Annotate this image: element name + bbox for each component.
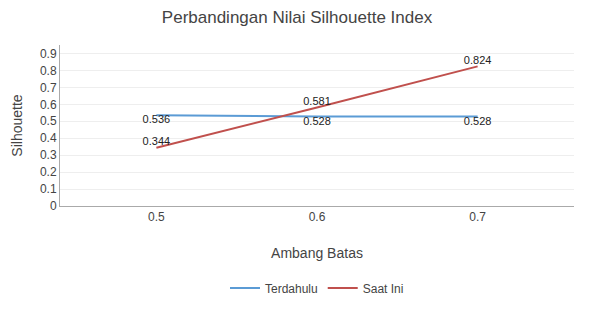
svg-text:0.3: 0.3 [40, 148, 57, 162]
svg-text:Silhouette: Silhouette [9, 94, 25, 156]
svg-text:0.1: 0.1 [40, 182, 57, 196]
svg-text:Saat Ini: Saat Ini [363, 282, 404, 296]
svg-text:0.536: 0.536 [143, 113, 171, 125]
svg-text:0: 0 [50, 199, 57, 213]
svg-text:0.5: 0.5 [148, 210, 165, 224]
svg-text:0.9: 0.9 [40, 47, 57, 61]
svg-text:0.6: 0.6 [309, 210, 326, 224]
svg-text:0.6: 0.6 [40, 98, 57, 112]
svg-text:0.8: 0.8 [40, 64, 57, 78]
svg-text:Terdahulu: Terdahulu [265, 282, 318, 296]
svg-text:0.824: 0.824 [464, 54, 492, 66]
svg-text:0.581: 0.581 [303, 95, 331, 107]
svg-text:0.2: 0.2 [40, 165, 57, 179]
svg-text:0.7: 0.7 [469, 210, 486, 224]
svg-text:0.528: 0.528 [303, 115, 331, 127]
svg-text:Ambang Batas: Ambang Batas [271, 245, 363, 261]
svg-text:0.5: 0.5 [40, 114, 57, 128]
svg-text:0.7: 0.7 [40, 81, 57, 95]
svg-text:0.528: 0.528 [464, 115, 492, 127]
svg-text:0.344: 0.344 [143, 135, 171, 147]
svg-text:Perbandingan Nilai Silhouette: Perbandingan Nilai Silhouette Index [162, 8, 433, 27]
svg-text:0.4: 0.4 [40, 131, 57, 145]
